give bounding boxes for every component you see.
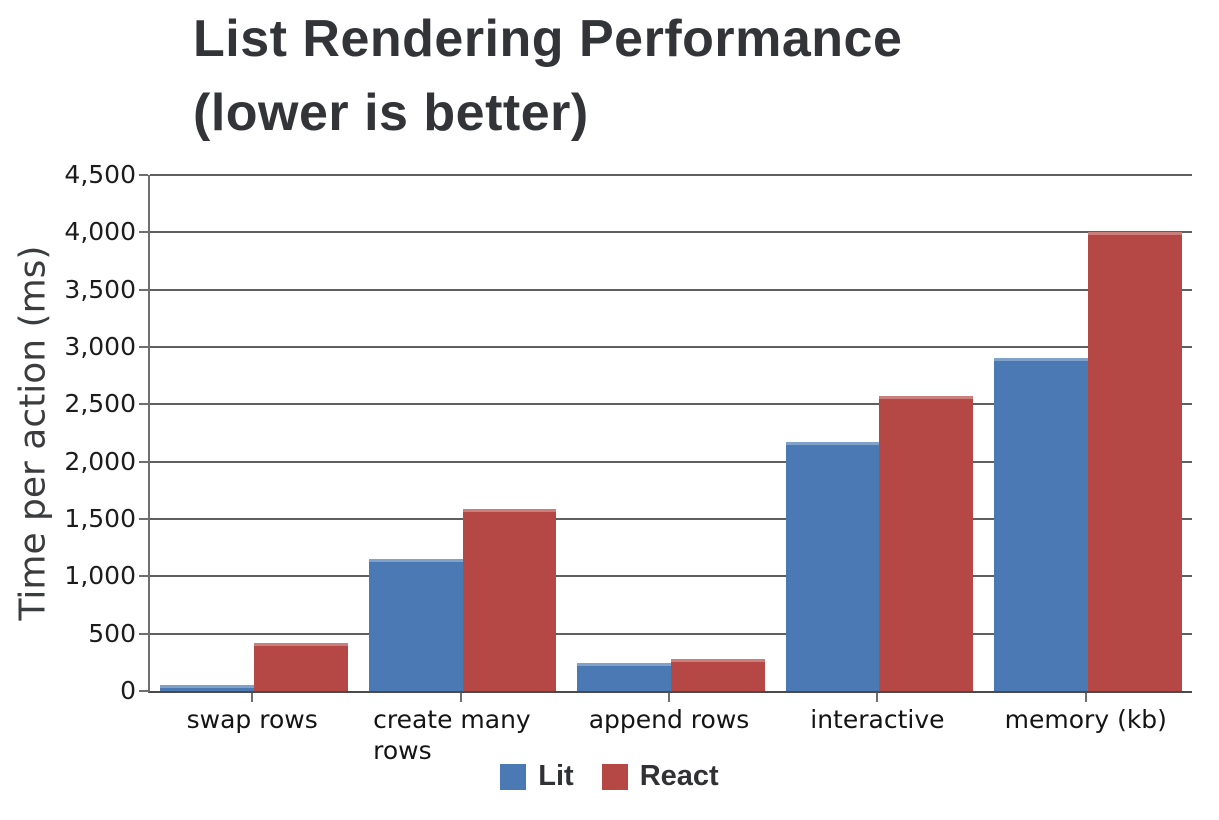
y-tick-mark bbox=[139, 288, 148, 291]
bar-lit-interactive bbox=[785, 442, 880, 691]
gridline bbox=[150, 174, 1192, 176]
bar-lit-memory-kb- bbox=[994, 358, 1088, 691]
legend-item-react: React bbox=[601, 760, 719, 793]
legend-label: React bbox=[639, 760, 719, 792]
y-tick-label: 3,500 bbox=[64, 274, 136, 304]
gridline bbox=[150, 460, 1192, 463]
y-tick-mark bbox=[139, 346, 148, 348]
bar-lit-append-rows bbox=[577, 663, 671, 691]
bar-react-create-many-rows bbox=[462, 508, 557, 691]
y-tick-mark bbox=[139, 518, 148, 520]
x-tick-mark bbox=[668, 693, 670, 702]
chart-title-line2: (lower is better) bbox=[193, 84, 589, 142]
gridline bbox=[150, 575, 1192, 578]
y-tick-mark bbox=[139, 174, 148, 176]
chart-title-line1: List Rendering Performance bbox=[193, 10, 903, 68]
x-tick-mark bbox=[1084, 693, 1087, 702]
gridline bbox=[150, 231, 1192, 234]
y-tick-label: 500 bbox=[88, 618, 136, 648]
bar-react-append-rows bbox=[671, 658, 765, 691]
gridline bbox=[150, 403, 1192, 406]
plot-area bbox=[148, 174, 1192, 693]
bar-lit-swap-rows bbox=[160, 685, 255, 691]
y-tick-label: 1,500 bbox=[64, 504, 136, 533]
y-tick-label: 2,500 bbox=[64, 389, 136, 419]
x-tick-mark bbox=[876, 693, 879, 702]
x-axis-label: create many rows bbox=[373, 705, 531, 765]
bar-react-swap-rows bbox=[254, 643, 348, 691]
y-tick-label: 4,000 bbox=[64, 217, 136, 247]
y-tick-mark bbox=[139, 575, 148, 578]
x-tick-mark bbox=[251, 693, 254, 702]
legend: Lit React bbox=[0, 760, 1219, 793]
legend-swatch-lit bbox=[500, 763, 527, 790]
y-tick-label: 2,000 bbox=[64, 446, 136, 476]
legend-item-lit: Lit bbox=[500, 760, 574, 793]
chart-title: List Rendering Performance (lower is bet… bbox=[193, 2, 902, 150]
legend-label: Lit bbox=[538, 760, 574, 792]
y-tick-mark bbox=[139, 632, 148, 635]
y-tick-label: 0 bbox=[120, 676, 136, 705]
y-tick-mark bbox=[139, 690, 148, 692]
legend-swatch-react bbox=[601, 763, 628, 790]
y-tick-label: 4,500 bbox=[64, 160, 136, 189]
gridline bbox=[150, 518, 1192, 520]
bar-lit-create-many-rows bbox=[368, 559, 463, 691]
y-tick-mark bbox=[139, 403, 148, 406]
gridline bbox=[150, 346, 1192, 348]
x-tick-mark bbox=[459, 693, 462, 702]
gridline bbox=[150, 632, 1192, 635]
x-axis-label: interactive bbox=[810, 705, 945, 734]
bar-react-memory-kb- bbox=[1087, 232, 1182, 691]
bar-react-interactive bbox=[879, 396, 974, 691]
x-axis-label: memory (kb) bbox=[1004, 705, 1167, 734]
gridline bbox=[150, 288, 1192, 291]
y-tick-mark bbox=[139, 231, 148, 234]
y-tick-mark bbox=[139, 460, 148, 463]
y-tick-label: 1,000 bbox=[64, 561, 136, 591]
x-axis-label: append rows bbox=[588, 705, 750, 734]
y-tick-label: 3,000 bbox=[64, 332, 136, 361]
x-axis-label: swap rows bbox=[186, 705, 318, 734]
